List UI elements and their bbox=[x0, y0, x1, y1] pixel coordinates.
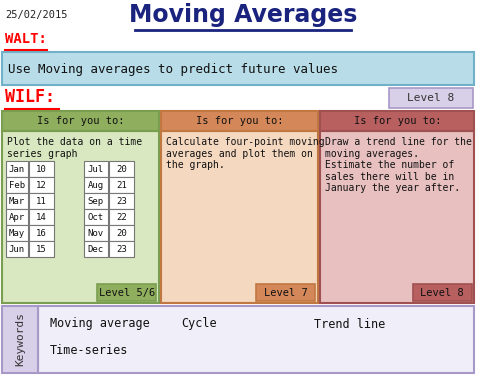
Text: 21: 21 bbox=[116, 180, 127, 189]
Text: 22: 22 bbox=[116, 213, 127, 222]
FancyBboxPatch shape bbox=[84, 225, 108, 241]
Text: 12: 12 bbox=[36, 180, 47, 189]
Text: 11: 11 bbox=[36, 196, 47, 206]
Text: Jul: Jul bbox=[88, 165, 104, 174]
FancyBboxPatch shape bbox=[84, 177, 108, 193]
FancyBboxPatch shape bbox=[84, 209, 108, 225]
FancyBboxPatch shape bbox=[6, 193, 28, 209]
FancyBboxPatch shape bbox=[108, 209, 134, 225]
Text: Plot the data on a time
series graph: Plot the data on a time series graph bbox=[6, 137, 142, 159]
Text: May: May bbox=[8, 228, 24, 237]
FancyBboxPatch shape bbox=[84, 193, 108, 209]
FancyBboxPatch shape bbox=[6, 241, 28, 257]
Text: WALT:: WALT: bbox=[5, 32, 46, 46]
FancyBboxPatch shape bbox=[388, 88, 472, 108]
Text: 20: 20 bbox=[116, 228, 127, 237]
FancyBboxPatch shape bbox=[320, 111, 474, 131]
Text: WILF:: WILF: bbox=[5, 88, 55, 106]
FancyBboxPatch shape bbox=[6, 225, 28, 241]
FancyBboxPatch shape bbox=[38, 306, 474, 373]
Text: Level 8: Level 8 bbox=[407, 93, 454, 103]
Text: Level 5/6: Level 5/6 bbox=[98, 288, 155, 298]
FancyBboxPatch shape bbox=[256, 284, 316, 301]
Text: Is for you to:: Is for you to: bbox=[354, 116, 441, 126]
Text: 23: 23 bbox=[116, 196, 127, 206]
Text: Keywords: Keywords bbox=[15, 312, 25, 366]
Text: Moving average: Moving average bbox=[50, 318, 150, 330]
Text: Is for you to:: Is for you to: bbox=[37, 116, 124, 126]
Text: Feb: Feb bbox=[8, 180, 24, 189]
Text: 10: 10 bbox=[36, 165, 47, 174]
FancyBboxPatch shape bbox=[28, 161, 54, 177]
FancyBboxPatch shape bbox=[161, 111, 318, 131]
Text: Use Moving averages to predict future values: Use Moving averages to predict future va… bbox=[8, 63, 338, 75]
FancyBboxPatch shape bbox=[2, 52, 474, 85]
FancyBboxPatch shape bbox=[6, 209, 28, 225]
FancyBboxPatch shape bbox=[2, 306, 38, 373]
FancyBboxPatch shape bbox=[108, 225, 134, 241]
Text: Cycle: Cycle bbox=[181, 318, 216, 330]
Text: Calculate four-point moving
averages and plot them on
the graph.: Calculate four-point moving averages and… bbox=[166, 137, 324, 170]
FancyBboxPatch shape bbox=[6, 161, 28, 177]
Text: 14: 14 bbox=[36, 213, 47, 222]
Text: Sep: Sep bbox=[88, 196, 104, 206]
FancyBboxPatch shape bbox=[108, 193, 134, 209]
FancyBboxPatch shape bbox=[108, 177, 134, 193]
Text: Draw a trend line for the
moving averages.
Estimate the number of
sales there wi: Draw a trend line for the moving average… bbox=[325, 137, 472, 194]
FancyBboxPatch shape bbox=[28, 241, 54, 257]
Text: Apr: Apr bbox=[8, 213, 24, 222]
FancyBboxPatch shape bbox=[320, 131, 474, 303]
Text: Jun: Jun bbox=[8, 244, 24, 254]
FancyBboxPatch shape bbox=[28, 193, 54, 209]
FancyBboxPatch shape bbox=[2, 131, 159, 303]
FancyBboxPatch shape bbox=[2, 111, 159, 131]
FancyBboxPatch shape bbox=[108, 161, 134, 177]
Text: Moving Averages: Moving Averages bbox=[129, 3, 357, 27]
Text: 23: 23 bbox=[116, 244, 127, 254]
Text: Level 8: Level 8 bbox=[420, 288, 464, 298]
Text: Aug: Aug bbox=[88, 180, 104, 189]
Text: Time-series: Time-series bbox=[50, 344, 128, 357]
FancyBboxPatch shape bbox=[84, 161, 108, 177]
Text: Oct: Oct bbox=[88, 213, 104, 222]
FancyBboxPatch shape bbox=[84, 241, 108, 257]
Text: 15: 15 bbox=[36, 244, 47, 254]
Text: 16: 16 bbox=[36, 228, 47, 237]
FancyBboxPatch shape bbox=[28, 225, 54, 241]
Text: Dec: Dec bbox=[88, 244, 104, 254]
FancyBboxPatch shape bbox=[6, 177, 28, 193]
FancyBboxPatch shape bbox=[28, 177, 54, 193]
FancyBboxPatch shape bbox=[412, 284, 472, 301]
FancyBboxPatch shape bbox=[97, 284, 156, 301]
Text: Nov: Nov bbox=[88, 228, 104, 237]
Text: 25/02/2015: 25/02/2015 bbox=[5, 10, 68, 20]
FancyBboxPatch shape bbox=[161, 131, 318, 303]
Text: Mar: Mar bbox=[8, 196, 24, 206]
Text: 20: 20 bbox=[116, 165, 127, 174]
Text: Jan: Jan bbox=[8, 165, 24, 174]
FancyBboxPatch shape bbox=[108, 241, 134, 257]
Text: Is for you to:: Is for you to: bbox=[196, 116, 284, 126]
FancyBboxPatch shape bbox=[28, 209, 54, 225]
Text: Level 7: Level 7 bbox=[264, 288, 308, 298]
Text: Trend line: Trend line bbox=[314, 318, 386, 330]
